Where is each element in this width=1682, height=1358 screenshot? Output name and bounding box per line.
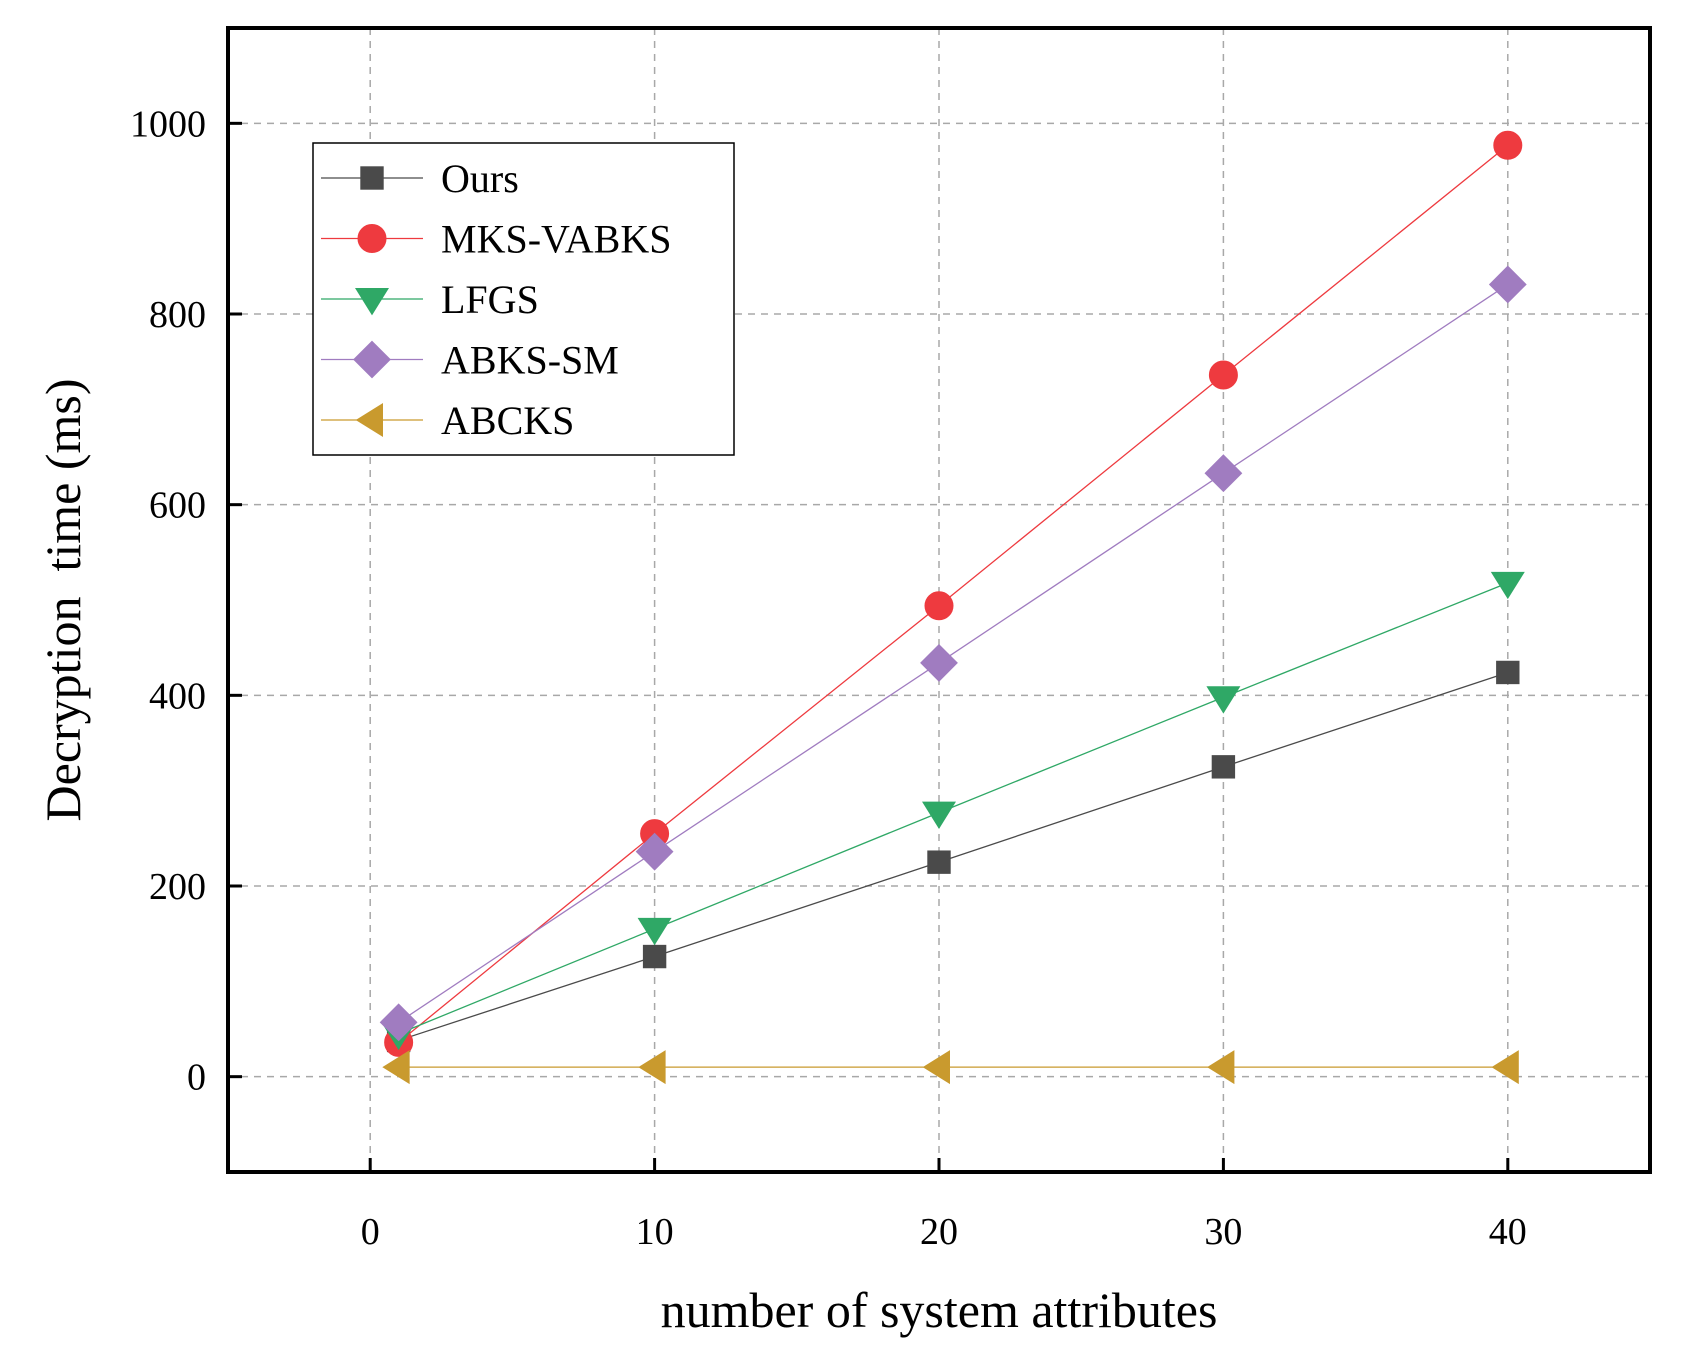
marker-square bbox=[360, 166, 384, 190]
y-tick-label: 800 bbox=[149, 294, 206, 336]
series-layer bbox=[379, 130, 1527, 1085]
legend-label: Ours bbox=[441, 156, 519, 201]
marker-diamond bbox=[1204, 454, 1243, 493]
series-5 bbox=[382, 1050, 1519, 1085]
y-axis-title: Decryption time (ms) bbox=[35, 379, 91, 822]
series-line bbox=[398, 671, 1509, 1042]
marker-circle bbox=[1493, 130, 1523, 160]
marker-triangle-left bbox=[1207, 1050, 1235, 1085]
marker-triangle-down bbox=[1206, 686, 1241, 714]
series-line bbox=[398, 582, 1509, 1035]
marker-triangle-left bbox=[355, 403, 383, 437]
marker-triangle-left bbox=[1491, 1050, 1519, 1085]
marker-square bbox=[1496, 660, 1520, 685]
y-tick-label: 0 bbox=[187, 1057, 206, 1099]
marker-triangle-left bbox=[922, 1050, 950, 1085]
x-tick-label: 30 bbox=[1204, 1211, 1242, 1253]
marker-square bbox=[1211, 755, 1236, 779]
marker-diamond bbox=[353, 340, 391, 379]
legend: Ours MKS-VABKS LFGS ABKS-SM ABCKS bbox=[312, 142, 735, 456]
legend-item: LFGS bbox=[321, 277, 539, 322]
x-tick-label: 0 bbox=[361, 1211, 380, 1253]
marker-diamond bbox=[1488, 265, 1527, 304]
marker-triangle-down bbox=[355, 288, 389, 316]
legend-label: LFGS bbox=[441, 277, 539, 322]
marker-triangle-left bbox=[382, 1050, 410, 1085]
marker-circle bbox=[1208, 360, 1238, 390]
legend-item: ABCKS bbox=[321, 398, 574, 443]
y-tick-label: 200 bbox=[149, 866, 206, 908]
marker-triangle-left bbox=[638, 1050, 666, 1085]
legend-label: ABCKS bbox=[441, 398, 574, 443]
series-4 bbox=[379, 265, 1527, 1042]
legend-label: MKS-VABKS bbox=[441, 217, 671, 262]
legend-item: MKS-VABKS bbox=[321, 217, 671, 262]
marker-circle bbox=[924, 591, 954, 621]
x-tick-label: 40 bbox=[1489, 1211, 1527, 1253]
marker-square bbox=[927, 850, 951, 874]
marker-triangle-down bbox=[922, 801, 956, 829]
y-tick-label: 400 bbox=[149, 675, 206, 717]
series-1 bbox=[386, 660, 1520, 1053]
series-3 bbox=[381, 571, 1525, 1051]
marker-square bbox=[642, 944, 667, 969]
y-tick-label: 1000 bbox=[130, 103, 206, 145]
x-axis-title: number of system attributes bbox=[661, 1282, 1218, 1338]
marker-diamond bbox=[635, 832, 674, 871]
y-tick-label: 600 bbox=[149, 485, 206, 527]
marker-triangle-down bbox=[637, 917, 672, 946]
marker-diamond bbox=[920, 644, 958, 682]
x-tick-label: 10 bbox=[636, 1211, 674, 1253]
marker-circle bbox=[357, 224, 387, 253]
marker-triangle-down bbox=[1490, 571, 1525, 600]
legend-item: ABKS-SM bbox=[321, 338, 619, 383]
legend-label: ABKS-SM bbox=[441, 338, 619, 383]
marker-diamond bbox=[379, 1003, 418, 1042]
legend-item: Ours bbox=[321, 156, 519, 201]
x-tick-label: 20 bbox=[920, 1211, 958, 1253]
